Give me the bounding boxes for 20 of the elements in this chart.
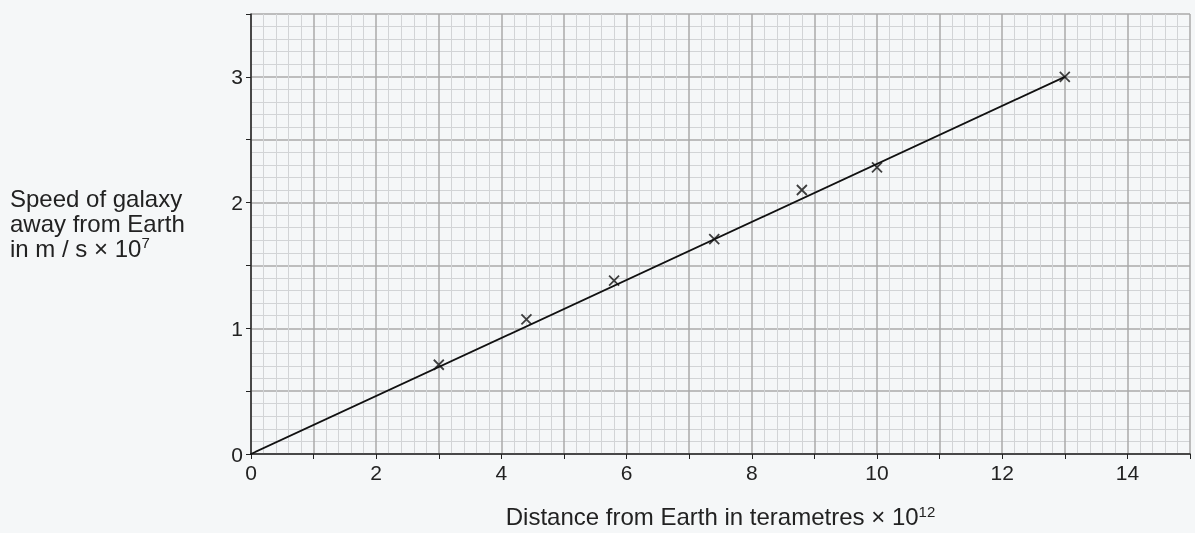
y-tick-label: 3 [231, 65, 243, 89]
x-tick-label: 6 [620, 461, 633, 484]
point [708, 233, 721, 245]
x-tick-label: 0 [245, 461, 257, 484]
y-tick-label: 2 [231, 191, 243, 215]
point [1058, 70, 1071, 83]
x-tick-label: 2 [370, 461, 383, 484]
point [432, 358, 445, 371]
x-tick-label: 8 [745, 461, 758, 484]
x-tick-label: 12 [990, 461, 1014, 484]
y-tick-label: 0 [231, 442, 243, 466]
x-tick-label: 10 [865, 461, 889, 484]
x-tick-label: 14 [1115, 461, 1140, 484]
point [520, 313, 533, 326]
point [608, 274, 620, 287]
y-axis-title: Speed of galaxy away from Earth in m / s × 10$^{7}$ [10, 185, 185, 262]
y-tick-label: 1 [231, 316, 243, 340]
point [871, 161, 883, 174]
x-tick-label: 4 [495, 461, 508, 484]
point [795, 184, 808, 196]
